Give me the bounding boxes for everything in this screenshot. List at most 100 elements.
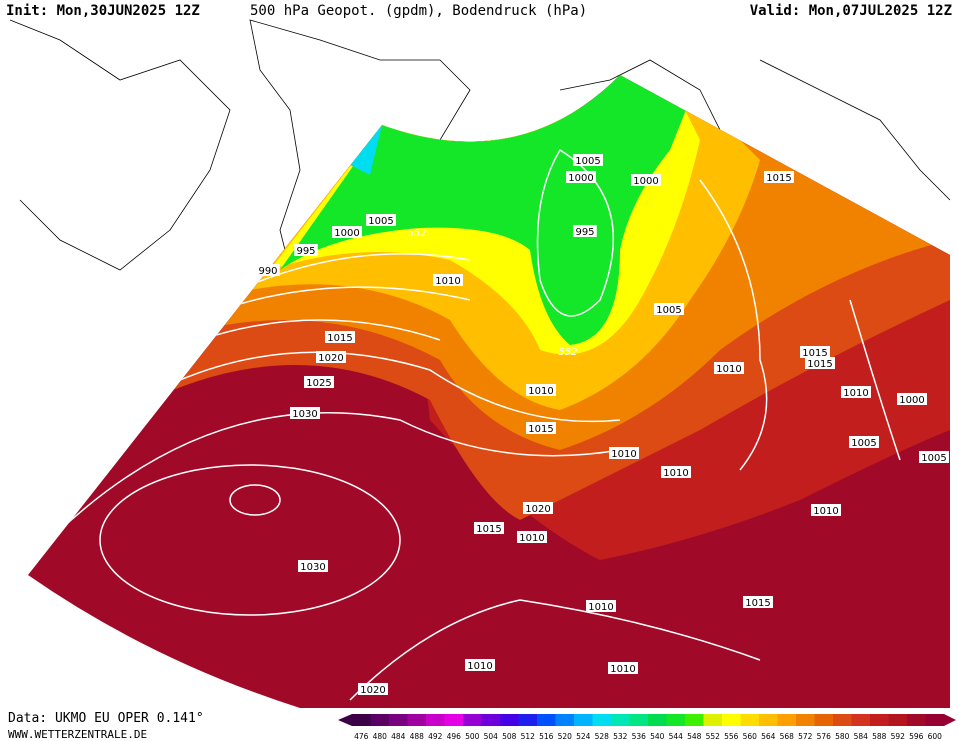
isobar-label-box (811, 504, 841, 516)
isobar-label: 1020 (318, 353, 343, 364)
colorbar-swatch (555, 714, 575, 726)
colorbar-swatch (648, 714, 667, 726)
isobar-label: 990 (258, 266, 277, 277)
colorbar-label: 488 (410, 732, 425, 741)
isobar-label: 1000 (899, 395, 924, 406)
isobar-labels: 1005 1000 1000 1015 1005 1000 995 995 990 1010 100… (256, 154, 949, 696)
isobar-label: 1015 (528, 424, 553, 435)
colorbar-label: 516 (539, 732, 554, 741)
colorbar-swatch (703, 714, 723, 726)
isobar-label-box (897, 393, 927, 405)
colorbar-swatch (796, 714, 815, 726)
isobar-label: 1015 (476, 524, 501, 535)
map-land-outline (9, 19, 951, 271)
isobar-label: 1005 (921, 453, 946, 464)
colorbar-label: 556 (724, 732, 739, 741)
colorbar-swatch (629, 714, 649, 726)
isobar-label-box (294, 244, 318, 256)
isobar-label-box (332, 226, 362, 238)
colorbar-label: 600 (928, 732, 943, 741)
colorbar-swatch (666, 714, 686, 726)
isobar-label-box (841, 386, 871, 398)
colorbar-swatch (833, 714, 852, 726)
colorbar-label: 596 (909, 732, 924, 741)
isobar-label: 1015 (802, 348, 827, 359)
isobar-label-box (358, 683, 388, 695)
colorbar-label: 548 (687, 732, 702, 741)
isobar-label-box (714, 362, 744, 374)
colorbar-swatch (870, 714, 889, 726)
colorbar-label: 576 (817, 732, 832, 741)
data-source: Data: UKMO EU OPER 0.141° (8, 711, 204, 726)
isobar-label: 1015 (327, 333, 352, 344)
colorbar-label: 552 (706, 732, 721, 741)
isobar-label: 1010 (663, 468, 688, 479)
colorbar-swatch (611, 714, 630, 726)
isobar-label-box (474, 522, 504, 534)
isobar-label: 1010 (528, 386, 553, 397)
colorbar-label: 592 (891, 732, 906, 741)
isobar-label-box (654, 303, 684, 315)
contour-label: 552 (407, 228, 426, 239)
isobar-label-box (849, 436, 879, 448)
isobar-label-box (526, 384, 556, 396)
isobar-label: 1015 (807, 359, 832, 370)
colorbar-swatch (537, 714, 556, 726)
isobar-label-box (631, 174, 661, 186)
colorbar-swatch (888, 714, 908, 726)
colorbar-label: 512 (521, 732, 536, 741)
isobar-label: 995 (296, 246, 315, 257)
isobar-label: 1000 (334, 228, 359, 239)
isobar-label: 1020 (525, 504, 550, 515)
colorbar-swatch (370, 714, 390, 726)
colorbar-swatch (907, 714, 926, 726)
colorbar-label: 536 (632, 732, 647, 741)
colorbar-swatch (481, 714, 501, 726)
isobar-label-box (608, 662, 638, 674)
isobar-label: 1015 (745, 598, 770, 609)
isobar-label-box (304, 376, 334, 388)
isobar-label: 1005 (656, 305, 681, 316)
colorbar-label: 568 (780, 732, 795, 741)
isobar-label: 1030 (292, 409, 317, 420)
colorbar-label: 520 (558, 732, 573, 741)
isobar-label: 1010 (610, 664, 635, 675)
colorbar-label: 496 (447, 732, 462, 741)
isobar-label-box (325, 331, 355, 343)
colorbar-label: 524 (576, 732, 591, 741)
valid-time: Valid: Mon,07JUL2025 12Z (750, 3, 952, 19)
isobar-label: 1005 (368, 216, 393, 227)
colorbar-label: 572 (798, 732, 813, 741)
isobar-label: 1000 (568, 173, 593, 184)
isobar-label: 1010 (813, 506, 838, 517)
colorbar-label: 532 (613, 732, 628, 741)
colorbar-swatch (759, 714, 778, 726)
isobar-label-box (573, 154, 603, 166)
isobar-label: 1000 (633, 176, 658, 187)
colorbar-swatch (500, 714, 519, 726)
colorbar-label: 480 (373, 732, 388, 741)
isobar-label-box (290, 407, 320, 419)
colorbar-label: 588 (872, 732, 887, 741)
isobar-label: 1015 (766, 173, 791, 184)
isobar-label: 1010 (716, 364, 741, 375)
isobar-label-box (586, 600, 616, 612)
isobar-label: 1010 (843, 388, 868, 399)
isobar-label: 1010 (611, 449, 636, 460)
init-time: Init: Mon,30JUN2025 12Z (6, 3, 200, 19)
isobar-label-box (764, 171, 794, 183)
colorbar-label: 540 (650, 732, 665, 741)
colorbar-label: 508 (502, 732, 517, 741)
colorbar-label: 580 (835, 732, 850, 741)
colorbar-label: 584 (854, 732, 869, 741)
isobar-label-box (433, 274, 463, 286)
colorbar-swatch (722, 714, 741, 726)
colorbar-swatch (685, 714, 704, 726)
isobar-label-box (366, 214, 396, 226)
colorbar: 476 480 484 488 492 496 500 504 508 512 516 520 524 5… (338, 714, 956, 741)
colorbar-swatch (740, 714, 760, 726)
colorbar-swatch (463, 714, 482, 726)
colorbar-swatch (389, 714, 408, 726)
